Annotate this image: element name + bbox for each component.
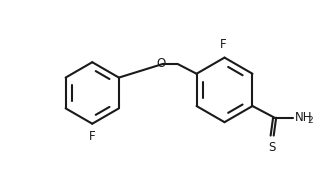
Text: S: S bbox=[269, 141, 276, 154]
Text: F: F bbox=[89, 130, 96, 143]
Text: NH: NH bbox=[295, 111, 312, 124]
Text: 2: 2 bbox=[307, 116, 313, 125]
Text: O: O bbox=[157, 57, 166, 70]
Text: F: F bbox=[220, 38, 226, 51]
